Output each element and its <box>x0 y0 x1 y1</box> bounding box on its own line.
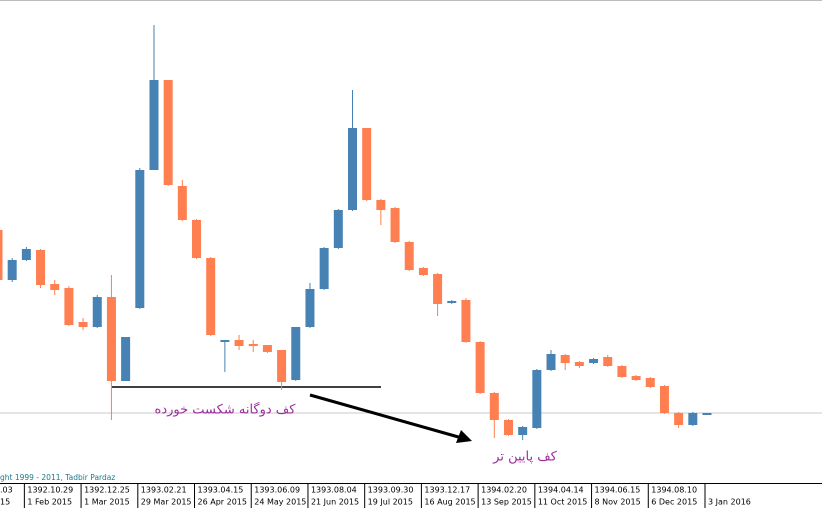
candle-body <box>404 242 414 270</box>
candle-body <box>234 340 244 346</box>
candle-body <box>489 393 499 420</box>
arrow-shaft <box>309 393 463 440</box>
candle-body <box>674 413 684 425</box>
x-tick-label: 1393.04.15 <box>198 486 244 495</box>
x-tick-label: 24 May 2015 <box>254 498 306 507</box>
x-tick-label: 15 <box>0 498 10 507</box>
candle-body <box>177 186 187 220</box>
candle-body <box>702 413 712 415</box>
x-tick-label: 1393.09.30 <box>368 486 414 495</box>
candle-body <box>659 386 669 413</box>
candle-body <box>503 420 513 435</box>
candle-body <box>106 297 116 381</box>
candle-body <box>688 413 698 425</box>
x-tick-label: 19 Jul 2015 <box>368 498 413 507</box>
candle-body <box>192 220 202 258</box>
annotation: کف پایین تر <box>492 450 558 465</box>
candle-body <box>617 366 627 377</box>
candle-body <box>447 301 457 303</box>
x-tick-label: 3 Jan 2016 <box>708 498 751 507</box>
candle-body <box>319 248 329 289</box>
candle-body <box>163 80 173 185</box>
candle-body <box>376 200 386 210</box>
candle-body <box>348 128 357 210</box>
candle-body <box>433 274 443 304</box>
candle-body <box>64 288 74 325</box>
candle-body <box>277 350 287 382</box>
candle-body <box>78 322 88 327</box>
candle-body <box>560 355 570 363</box>
x-tick-label: 8 Nov 2015 <box>595 498 641 507</box>
x-tick-label: 1 Feb 2015 <box>27 498 72 507</box>
candle-body <box>475 342 485 393</box>
candle-body <box>50 284 60 290</box>
x-tick-label: 1394.02.20 <box>481 486 527 495</box>
candle-body <box>631 376 641 380</box>
x-tick-label: 13 Sep 2015 <box>481 498 532 507</box>
x-tick-label: 1393.06.09 <box>254 486 300 495</box>
candle-body <box>532 370 542 428</box>
candle-body <box>206 258 216 335</box>
x-tick-label: 1392.10.29 <box>27 486 73 495</box>
x-tick-label: 1393.12.17 <box>424 486 470 495</box>
candle-body <box>7 260 17 280</box>
x-tick-label: 1393.08.04 <box>311 486 357 495</box>
candle-body <box>248 344 258 346</box>
candle-body <box>546 354 556 370</box>
x-tick-label: 1394.06.15 <box>595 486 641 495</box>
copyright: ght 1999 - 2011, Tadbir Pardaz <box>0 473 115 482</box>
candle-body <box>149 80 159 170</box>
x-tick-label: 11 Oct 2015 <box>538 498 587 507</box>
x-tick-label: 1394.04.14 <box>538 486 584 495</box>
candle-body <box>390 208 400 242</box>
x-tick-label: 16 Aug 2015 <box>424 498 475 507</box>
candle-body <box>135 170 145 308</box>
plot <box>0 25 822 440</box>
x-tick-label: 21 Jun 2015 <box>311 498 359 507</box>
candle-body <box>121 337 131 381</box>
candle-body <box>461 300 471 342</box>
candle-body <box>0 230 3 280</box>
candle-body <box>305 289 315 327</box>
x-tick-label: 26 Apr 2015 <box>198 498 247 507</box>
arrow-head <box>456 430 472 443</box>
x-tick-label: 1392.12.25 <box>84 486 130 495</box>
candle-body <box>92 297 102 327</box>
candle-body <box>36 250 46 285</box>
x-tick-label: 1 Mar 2015 <box>84 498 130 507</box>
candle-body <box>603 357 613 366</box>
candle-body <box>291 327 301 380</box>
candle-body <box>333 210 343 248</box>
x-tick-label: 1394.08.10 <box>651 486 697 495</box>
candle-body <box>589 359 599 363</box>
candle-body <box>362 128 372 200</box>
x-tick-label: 6 Dec 2015 <box>651 498 697 507</box>
x-tick-label: 1393.02.21 <box>141 486 187 495</box>
x-tick-label: .03 <box>0 486 13 495</box>
candle-body <box>220 340 230 342</box>
candle-body <box>518 427 528 435</box>
candle-body <box>418 268 428 275</box>
candle-body <box>262 345 272 352</box>
candle-body <box>645 378 655 387</box>
x-tick-label: 29 Mar 2015 <box>141 498 192 507</box>
candle-body <box>21 249 31 260</box>
candle-body <box>574 362 584 366</box>
annotation: کف دوگانه شکست خورده <box>155 402 297 418</box>
